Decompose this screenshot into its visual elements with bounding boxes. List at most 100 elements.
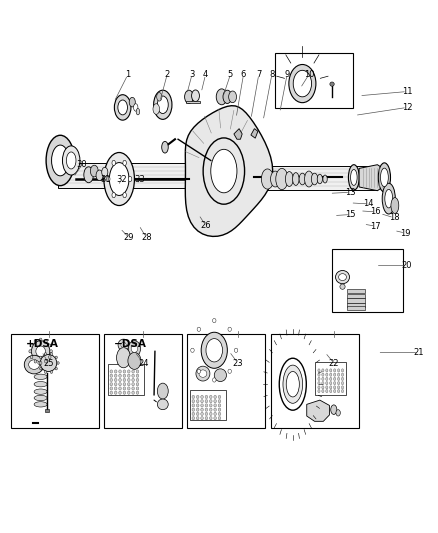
Ellipse shape bbox=[286, 372, 299, 397]
Ellipse shape bbox=[321, 369, 323, 372]
Ellipse shape bbox=[329, 377, 331, 381]
Ellipse shape bbox=[153, 90, 172, 119]
Ellipse shape bbox=[40, 354, 57, 372]
Ellipse shape bbox=[197, 327, 200, 332]
Ellipse shape bbox=[39, 367, 42, 370]
Ellipse shape bbox=[325, 386, 327, 389]
Ellipse shape bbox=[205, 408, 207, 411]
Ellipse shape bbox=[51, 145, 69, 176]
Ellipse shape bbox=[218, 408, 220, 411]
Ellipse shape bbox=[341, 390, 343, 393]
Text: 30: 30 bbox=[77, 160, 87, 169]
Polygon shape bbox=[233, 128, 242, 139]
Ellipse shape bbox=[325, 377, 327, 381]
Text: 17: 17 bbox=[370, 222, 380, 231]
Ellipse shape bbox=[218, 404, 220, 407]
Ellipse shape bbox=[117, 100, 127, 115]
Bar bbox=[189, 390, 225, 420]
Ellipse shape bbox=[205, 417, 207, 419]
Ellipse shape bbox=[110, 374, 113, 377]
Text: 23: 23 bbox=[232, 359, 243, 367]
Polygon shape bbox=[254, 166, 376, 190]
Polygon shape bbox=[58, 163, 184, 188]
Ellipse shape bbox=[66, 152, 76, 169]
Ellipse shape bbox=[317, 369, 319, 372]
Ellipse shape bbox=[337, 373, 339, 376]
Bar bbox=[346, 294, 364, 298]
Ellipse shape bbox=[338, 273, 346, 280]
Text: 2: 2 bbox=[164, 70, 170, 79]
Ellipse shape bbox=[218, 413, 220, 416]
Ellipse shape bbox=[304, 171, 313, 187]
Ellipse shape bbox=[191, 417, 194, 419]
Ellipse shape bbox=[205, 338, 222, 362]
Ellipse shape bbox=[112, 192, 115, 198]
Ellipse shape bbox=[317, 390, 319, 393]
Ellipse shape bbox=[325, 390, 327, 393]
Ellipse shape bbox=[381, 183, 394, 214]
Ellipse shape bbox=[131, 345, 138, 352]
Text: 29: 29 bbox=[123, 233, 134, 242]
Ellipse shape bbox=[209, 395, 212, 399]
Ellipse shape bbox=[39, 338, 42, 341]
Ellipse shape bbox=[209, 417, 212, 419]
Ellipse shape bbox=[46, 135, 74, 185]
Ellipse shape bbox=[191, 90, 199, 102]
Text: 4: 4 bbox=[202, 70, 208, 79]
Text: 8: 8 bbox=[268, 70, 274, 79]
Ellipse shape bbox=[114, 374, 117, 377]
Ellipse shape bbox=[34, 402, 47, 407]
Ellipse shape bbox=[152, 104, 159, 114]
Ellipse shape bbox=[325, 369, 327, 372]
Ellipse shape bbox=[129, 98, 135, 107]
Ellipse shape bbox=[325, 382, 327, 385]
Bar bbox=[275, 53, 352, 109]
Text: 3: 3 bbox=[189, 70, 194, 79]
Ellipse shape bbox=[285, 172, 293, 187]
Ellipse shape bbox=[214, 369, 226, 382]
Ellipse shape bbox=[190, 348, 194, 352]
Ellipse shape bbox=[321, 377, 323, 381]
Ellipse shape bbox=[34, 340, 37, 343]
Ellipse shape bbox=[50, 371, 53, 374]
Ellipse shape bbox=[157, 399, 168, 410]
Ellipse shape bbox=[337, 386, 339, 389]
Ellipse shape bbox=[213, 404, 216, 407]
Text: 20: 20 bbox=[401, 261, 411, 270]
Ellipse shape bbox=[128, 176, 131, 182]
Bar bbox=[331, 249, 402, 312]
Text: 22: 22 bbox=[328, 359, 338, 367]
Ellipse shape bbox=[39, 361, 42, 365]
Ellipse shape bbox=[329, 386, 331, 389]
Ellipse shape bbox=[196, 413, 198, 416]
Ellipse shape bbox=[298, 173, 305, 185]
Ellipse shape bbox=[123, 192, 126, 198]
Ellipse shape bbox=[325, 373, 327, 376]
Text: 26: 26 bbox=[200, 221, 210, 230]
Ellipse shape bbox=[133, 104, 138, 111]
Ellipse shape bbox=[123, 391, 125, 394]
Ellipse shape bbox=[157, 96, 168, 114]
Text: 19: 19 bbox=[399, 229, 410, 238]
Ellipse shape bbox=[350, 169, 357, 185]
Ellipse shape bbox=[380, 168, 388, 187]
Ellipse shape bbox=[28, 360, 39, 369]
Ellipse shape bbox=[127, 352, 141, 369]
Ellipse shape bbox=[200, 400, 203, 403]
Ellipse shape bbox=[49, 350, 52, 353]
Ellipse shape bbox=[205, 400, 207, 403]
Text: 14: 14 bbox=[363, 199, 373, 208]
Ellipse shape bbox=[209, 408, 212, 411]
Ellipse shape bbox=[333, 382, 335, 385]
Ellipse shape bbox=[191, 408, 194, 411]
Ellipse shape bbox=[34, 389, 47, 394]
Ellipse shape bbox=[196, 395, 198, 399]
Ellipse shape bbox=[30, 344, 33, 347]
Text: 7: 7 bbox=[255, 70, 261, 79]
Ellipse shape bbox=[203, 138, 244, 204]
Ellipse shape bbox=[136, 370, 138, 373]
Ellipse shape bbox=[218, 395, 220, 399]
Ellipse shape bbox=[120, 342, 126, 348]
Text: 16: 16 bbox=[370, 207, 380, 216]
Ellipse shape bbox=[110, 383, 113, 386]
